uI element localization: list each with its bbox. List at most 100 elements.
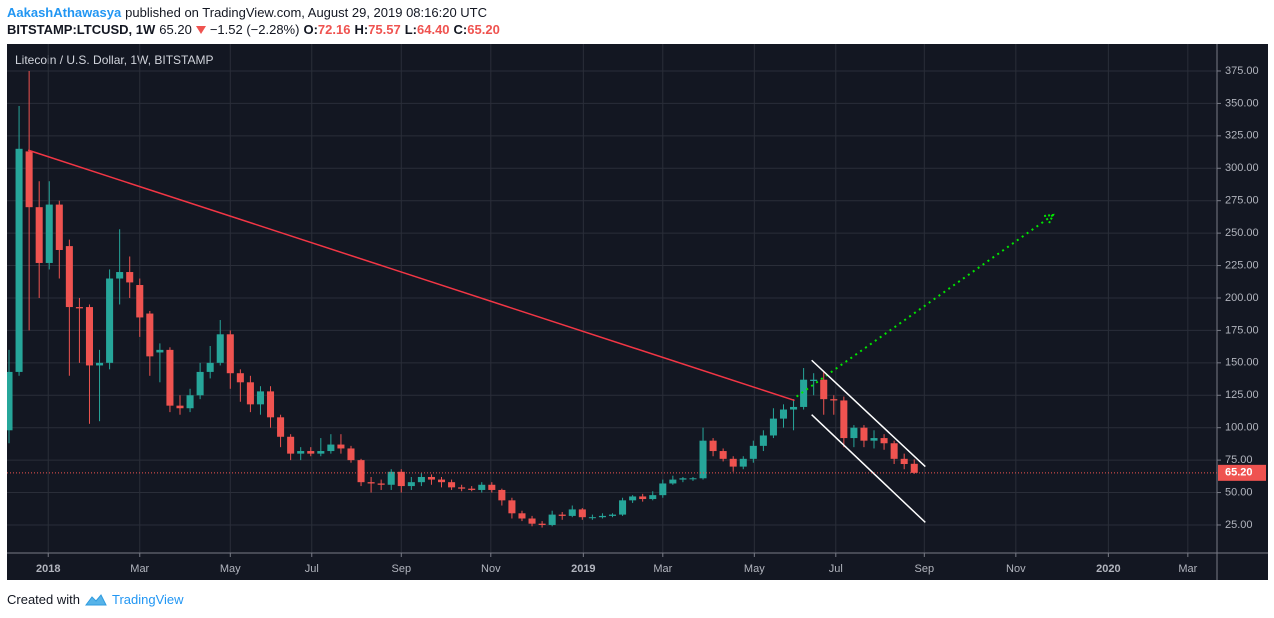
y-tick-label: 150.00 bbox=[1225, 357, 1259, 369]
candle-body bbox=[629, 496, 637, 501]
x-tick-label: Mar bbox=[653, 563, 672, 575]
price-tag-label: 65.20 bbox=[1225, 467, 1253, 479]
last: 65.20 bbox=[159, 22, 192, 37]
candle-body bbox=[106, 278, 114, 363]
brand[interactable]: TradingView bbox=[111, 592, 184, 607]
x-tick-label: Nov bbox=[481, 563, 501, 575]
candle-body bbox=[116, 272, 124, 279]
x-tick-label: Jul bbox=[305, 563, 319, 575]
candle-body bbox=[307, 451, 315, 454]
x-tick-label: Sep bbox=[915, 563, 935, 575]
candle-body bbox=[146, 313, 154, 357]
candle-body bbox=[639, 496, 647, 500]
candle-body bbox=[186, 395, 194, 409]
candle-body bbox=[65, 246, 73, 308]
candle-body bbox=[820, 379, 828, 400]
candle-body bbox=[397, 471, 405, 487]
candle-body bbox=[478, 484, 486, 490]
candle-body bbox=[739, 458, 747, 467]
candle-body bbox=[498, 489, 506, 501]
chart-background bbox=[7, 44, 1268, 580]
y-tick-label: 50.00 bbox=[1225, 486, 1253, 498]
candle-body bbox=[256, 391, 264, 405]
trend-line bbox=[795, 214, 1054, 398]
trend-line bbox=[27, 149, 795, 402]
arrow-head bbox=[1043, 213, 1055, 224]
candle-body bbox=[96, 362, 104, 366]
candle-body bbox=[347, 448, 355, 461]
candle-body bbox=[790, 406, 798, 410]
candle-body bbox=[417, 476, 425, 483]
y-tick-label: 250.00 bbox=[1225, 227, 1259, 239]
price-tag bbox=[1218, 464, 1266, 481]
candle-body bbox=[679, 478, 687, 480]
candle-body bbox=[226, 334, 234, 374]
candle-body bbox=[407, 482, 415, 487]
y-tick-label: 375.00 bbox=[1225, 65, 1259, 77]
candle-body bbox=[367, 482, 375, 484]
candle-body bbox=[166, 349, 174, 406]
candle-body bbox=[196, 371, 204, 396]
candle-body bbox=[528, 518, 536, 524]
x-tick-label: Mar bbox=[1178, 563, 1197, 575]
candle-body bbox=[427, 476, 435, 480]
candle-body bbox=[176, 405, 184, 409]
publish-line: AakashAthawasya published on TradingView… bbox=[7, 5, 487, 20]
candle-body bbox=[277, 417, 285, 437]
candle-body bbox=[35, 207, 43, 263]
x-tick-label: Jul bbox=[829, 563, 843, 575]
candle-body bbox=[619, 500, 627, 515]
candle-body bbox=[488, 484, 496, 490]
candle-body bbox=[85, 307, 93, 366]
candle-body bbox=[769, 418, 777, 436]
candle-body bbox=[729, 458, 737, 467]
candle-body bbox=[890, 443, 898, 459]
y-tick-label: 200.00 bbox=[1225, 292, 1259, 304]
y-tick-label: 75.00 bbox=[1225, 454, 1253, 466]
candle-body bbox=[387, 471, 395, 485]
candle-body bbox=[568, 509, 576, 516]
low: 64.40 bbox=[417, 22, 450, 37]
down-arrow bbox=[195, 25, 206, 34]
y-tick-label: 125.00 bbox=[1225, 389, 1259, 401]
trend-line bbox=[811, 414, 926, 523]
candle-body bbox=[588, 517, 596, 519]
x-tick-label: Sep bbox=[391, 563, 411, 575]
high: 75.57 bbox=[368, 22, 401, 37]
candle-body bbox=[508, 500, 516, 514]
y-tick-label: 175.00 bbox=[1225, 324, 1259, 336]
candle-body bbox=[910, 463, 918, 473]
candle-body bbox=[458, 487, 466, 489]
candle-body bbox=[779, 409, 788, 419]
candle-body bbox=[15, 148, 23, 372]
candle-body bbox=[297, 451, 305, 454]
candle-body bbox=[267, 391, 275, 418]
candle-body bbox=[659, 483, 667, 496]
close-label: C: bbox=[453, 22, 468, 37]
candle-body bbox=[246, 382, 254, 405]
pane bbox=[7, 70, 1055, 528]
x-tick-label: Mar bbox=[130, 563, 149, 575]
candle-body bbox=[880, 438, 888, 444]
candle-body bbox=[25, 151, 33, 208]
candle-body bbox=[850, 427, 858, 439]
trend-line bbox=[811, 359, 926, 468]
candle-body bbox=[287, 436, 295, 454]
candle-body bbox=[699, 440, 707, 479]
open-label: O: bbox=[303, 22, 318, 37]
author[interactable]: AakashAthawasya bbox=[7, 5, 122, 20]
candle-body bbox=[669, 479, 677, 484]
candle-body bbox=[649, 495, 657, 500]
candle-body bbox=[7, 371, 13, 431]
candle-body bbox=[55, 204, 63, 250]
candle-body bbox=[156, 349, 164, 353]
candle-body bbox=[860, 427, 868, 441]
candle-body bbox=[578, 509, 586, 518]
candle-body bbox=[136, 285, 144, 318]
logo bbox=[84, 593, 107, 605]
candle-body bbox=[900, 458, 908, 465]
candle-body bbox=[337, 444, 345, 449]
x-tick-label: May bbox=[220, 563, 241, 575]
close: 65.20 bbox=[467, 22, 500, 37]
